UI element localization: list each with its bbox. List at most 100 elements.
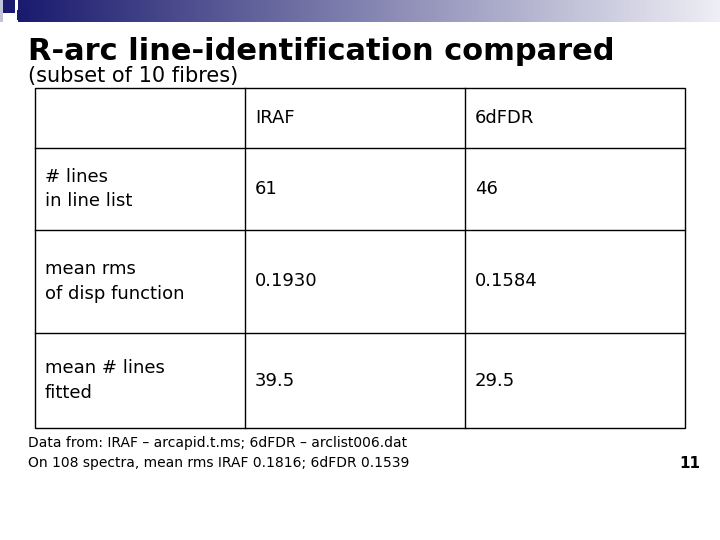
Bar xyxy=(81,0,84,22)
Bar xyxy=(441,0,444,22)
Bar xyxy=(556,0,559,22)
Bar xyxy=(142,0,145,22)
Bar xyxy=(495,0,498,22)
Bar xyxy=(355,0,358,22)
Bar xyxy=(533,0,536,22)
Bar xyxy=(60,0,63,22)
Bar xyxy=(245,0,248,22)
Bar xyxy=(222,0,225,22)
Bar xyxy=(147,0,150,22)
Bar xyxy=(624,0,627,22)
Bar xyxy=(44,0,47,22)
Text: R-arc line-identification compared: R-arc line-identification compared xyxy=(28,37,614,66)
Bar xyxy=(166,0,168,22)
Bar xyxy=(186,0,189,22)
Bar xyxy=(35,0,37,22)
Bar xyxy=(449,0,451,22)
Bar xyxy=(664,0,667,22)
Bar xyxy=(151,0,154,22)
Bar xyxy=(645,0,648,22)
Bar xyxy=(98,0,100,22)
Bar xyxy=(636,0,639,22)
Bar xyxy=(163,0,166,22)
Bar xyxy=(325,0,328,22)
Bar xyxy=(591,0,594,22)
Bar xyxy=(641,0,643,22)
Bar xyxy=(350,0,353,22)
Text: 0.1930: 0.1930 xyxy=(255,273,318,291)
Bar xyxy=(516,0,519,22)
Bar xyxy=(46,0,49,22)
Bar xyxy=(158,0,161,22)
Bar xyxy=(181,0,184,22)
Bar xyxy=(634,0,636,22)
Bar xyxy=(430,0,433,22)
Bar xyxy=(619,0,622,22)
Bar xyxy=(568,0,571,22)
Bar xyxy=(629,0,631,22)
Bar xyxy=(505,0,508,22)
Bar xyxy=(621,0,624,22)
Bar xyxy=(379,0,381,22)
Bar xyxy=(673,0,676,22)
Bar xyxy=(170,0,173,22)
Bar xyxy=(654,0,657,22)
Bar xyxy=(561,0,564,22)
Bar xyxy=(402,0,405,22)
Bar xyxy=(395,0,397,22)
Bar xyxy=(428,0,431,22)
Bar xyxy=(523,0,526,22)
Bar xyxy=(308,0,311,22)
Bar xyxy=(248,0,250,22)
Bar xyxy=(88,0,91,22)
Bar xyxy=(687,0,690,22)
Bar xyxy=(198,0,201,22)
Bar xyxy=(86,0,89,22)
Bar xyxy=(409,0,412,22)
Bar xyxy=(210,0,212,22)
Bar xyxy=(312,0,315,22)
Bar xyxy=(50,0,53,22)
Bar xyxy=(451,0,454,22)
Bar xyxy=(140,0,143,22)
Bar xyxy=(25,0,28,22)
Bar xyxy=(297,0,300,22)
Bar xyxy=(315,0,318,22)
Bar xyxy=(154,0,156,22)
Bar xyxy=(479,0,482,22)
Bar xyxy=(460,0,463,22)
Bar xyxy=(76,0,79,22)
Bar xyxy=(572,0,575,22)
Bar xyxy=(318,0,320,22)
Bar xyxy=(334,0,337,22)
Bar xyxy=(477,0,480,22)
Bar xyxy=(456,0,459,22)
Bar xyxy=(701,0,704,22)
Bar xyxy=(713,0,716,22)
Bar xyxy=(535,0,538,22)
Bar xyxy=(348,0,351,22)
Bar xyxy=(706,0,708,22)
Bar xyxy=(17,10,29,20)
Bar xyxy=(500,0,503,22)
Bar xyxy=(42,0,44,22)
Bar xyxy=(570,0,573,22)
Bar xyxy=(718,0,720,22)
Bar xyxy=(563,0,566,22)
Bar xyxy=(400,0,402,22)
Bar xyxy=(23,0,25,22)
Bar xyxy=(617,0,620,22)
Bar xyxy=(381,0,384,22)
Bar xyxy=(285,0,287,22)
Bar xyxy=(575,0,577,22)
Text: 6dFDR: 6dFDR xyxy=(475,109,534,127)
Bar xyxy=(161,0,163,22)
Bar xyxy=(35,88,685,428)
Bar xyxy=(454,0,456,22)
Bar xyxy=(301,0,304,22)
Bar xyxy=(467,0,470,22)
Bar xyxy=(144,0,147,22)
Bar xyxy=(327,0,330,22)
Bar xyxy=(694,0,697,22)
Bar xyxy=(603,0,606,22)
